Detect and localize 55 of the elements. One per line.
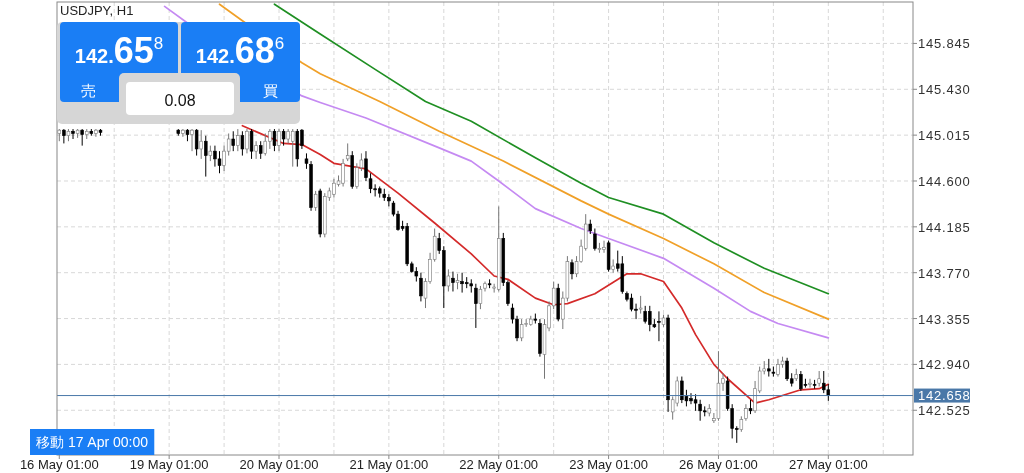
x-tick-label: 27 May 01:00 (788, 457, 868, 472)
candlestick (62, 128, 66, 144)
annotation: 移動 17 Apr 00:00 (30, 429, 155, 455)
candlestick (204, 135, 208, 178)
annotation: 買 (262, 82, 278, 99)
candlestick (570, 258, 574, 280)
x-tick-label: 21 May 01:00 (349, 457, 429, 472)
candlestick (799, 370, 803, 392)
x-tick-label: 23 May 01:00 (569, 457, 648, 472)
candlestick (199, 129, 203, 160)
candlestick (446, 268, 451, 292)
candlestick (355, 162, 359, 190)
candlestick (272, 128, 277, 152)
candlestick (451, 271, 455, 292)
annotation: 0.08 (164, 92, 196, 109)
x-tick-label: 16 May 01:00 (19, 457, 99, 472)
candlestick (519, 318, 524, 342)
candlestick (190, 128, 194, 152)
y-tick-label: 144.185 (918, 219, 971, 235)
title: USDJPY, H1 (60, 3, 134, 18)
x-tick-label: 26 May 01:00 (679, 457, 758, 472)
candlestick (71, 128, 75, 140)
y-tick-label: 142.525 (918, 403, 971, 419)
annotation: 売 (80, 82, 96, 99)
x-tick-label: 19 May 01:00 (129, 457, 209, 472)
candlestick (181, 128, 185, 138)
candlestick (217, 150, 222, 174)
candlestick (249, 128, 254, 160)
candlestick (593, 228, 597, 252)
y-tick-label: 143.770 (918, 265, 971, 281)
candlestick (657, 310, 661, 342)
y-tick-label: 145.430 (918, 82, 971, 98)
candlestick (240, 130, 245, 157)
candlestick (822, 370, 826, 394)
candlestick (680, 376, 684, 404)
y-tick-label: 145.015 (918, 128, 971, 144)
candlestick (254, 140, 258, 160)
candlestick (94, 128, 98, 138)
candlestick (236, 128, 240, 152)
candlestick (808, 378, 812, 389)
annotation: 移動 17 Apr 00:00 (36, 434, 149, 450)
x-tick-label: 20 May 01:00 (239, 457, 319, 472)
y-tick-label: 145.845 (918, 36, 971, 52)
y-tick-label: 143.355 (918, 311, 971, 327)
candlestick (277, 128, 281, 152)
candlestick (245, 128, 249, 154)
candlestick (478, 285, 483, 310)
candlestick (231, 130, 235, 152)
candlestick (474, 283, 478, 329)
candlestick (313, 190, 318, 212)
y-tick-label: 144.600 (918, 173, 971, 189)
x-tick-label: 22 May 01:00 (459, 457, 539, 472)
y-tick-label: 142.940 (918, 357, 971, 373)
candlestick (194, 128, 199, 157)
candlestick (419, 272, 423, 302)
